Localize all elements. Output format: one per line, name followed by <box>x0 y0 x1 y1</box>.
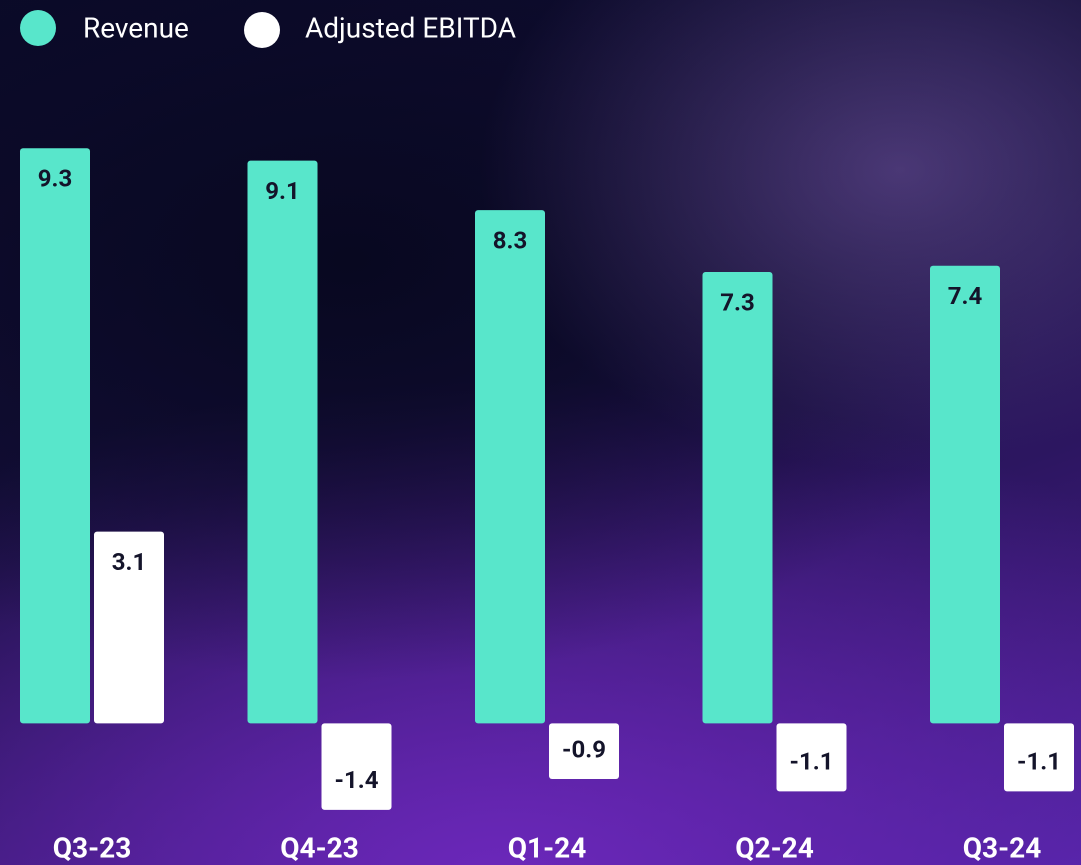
bar <box>549 723 619 779</box>
data-label: 7.4 <box>948 282 983 310</box>
legend-swatch <box>244 12 280 48</box>
legend: Revenue Adjusted EBITDA <box>20 10 516 48</box>
bar <box>20 148 90 724</box>
data-label: 9.3 <box>38 165 73 193</box>
data-label: -1.4 <box>335 766 379 794</box>
data-label: 9.1 <box>265 177 300 205</box>
data-label: -0.9 <box>562 735 606 763</box>
bar <box>702 271 773 724</box>
bar <box>475 210 545 724</box>
x-tick-label: Q4-23 <box>280 831 359 864</box>
legend-label: Adjusted EBITDA <box>305 11 516 44</box>
bar <box>94 531 164 724</box>
data-label: 8.3 <box>493 226 528 254</box>
data-label: 3.1 <box>112 548 147 576</box>
bar <box>321 723 392 810</box>
x-tick-label: Q3-23 <box>53 831 132 864</box>
data-label: -1.1 <box>1017 748 1061 776</box>
bar <box>1004 723 1074 792</box>
legend-label: Revenue <box>83 11 189 44</box>
bar <box>930 265 1000 724</box>
x-tick-label: Q3-24 <box>963 831 1042 864</box>
bar <box>776 723 847 792</box>
x-tick-label: Q1-24 <box>508 831 587 864</box>
x-tick-label: Q2-24 <box>735 831 814 864</box>
data-label: -1.1 <box>790 748 834 776</box>
data-label: 7.3 <box>720 288 755 316</box>
legend-swatch <box>20 10 56 46</box>
bar <box>247 160 318 724</box>
